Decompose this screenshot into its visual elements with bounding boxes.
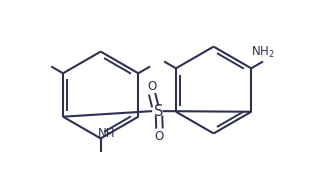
- Text: NH: NH: [98, 127, 116, 140]
- Text: S: S: [154, 104, 163, 119]
- Text: O: O: [155, 130, 164, 143]
- Text: O: O: [148, 80, 157, 93]
- Text: NH$_2$: NH$_2$: [251, 44, 275, 59]
